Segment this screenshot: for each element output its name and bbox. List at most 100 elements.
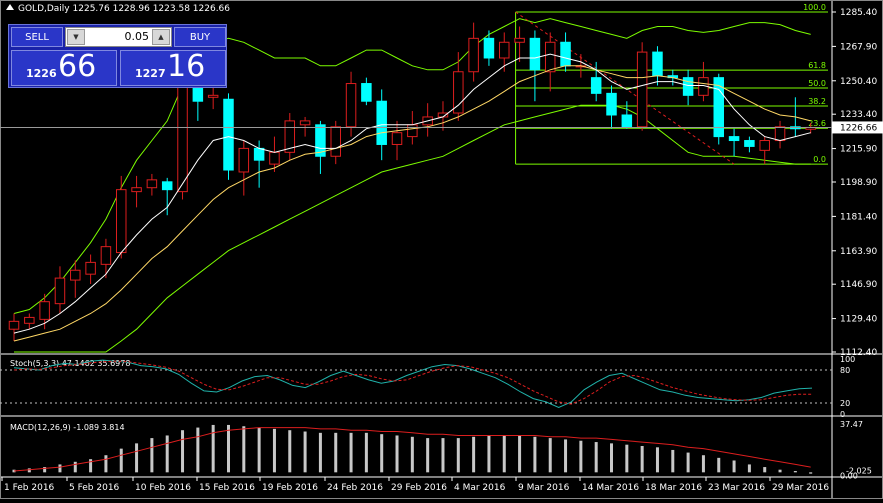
sell-price[interactable]: 1226 66 — [11, 49, 117, 86]
price-tick-label: 1267.90 — [840, 42, 877, 52]
lot-decrease-icon[interactable]: ▼ — [67, 29, 85, 45]
price-tick-label: 1163.90 — [840, 247, 877, 257]
price-tick-label: 1198.90 — [840, 178, 877, 188]
candle-body — [345, 83, 357, 128]
time-tick-label: 14 Mar 2016 — [582, 483, 639, 493]
candle-body — [70, 269, 81, 281]
fib-level-label: 38.2 — [808, 97, 826, 106]
candle-body — [54, 277, 66, 305]
fib-level-label: 61.8 — [808, 61, 826, 70]
time-tick-label: 9 Mar 2016 — [518, 483, 570, 493]
buy-price[interactable]: 1227 16 — [120, 49, 226, 86]
macd-axis-label: 37.47 — [840, 420, 863, 429]
candle-body — [376, 100, 387, 145]
fib-level-label: 100.0 — [803, 3, 826, 12]
candle-body — [499, 41, 510, 59]
candle-body — [529, 37, 541, 71]
price-tick-label: 1285.40 — [840, 8, 877, 18]
price-tick-label: 1112.40 — [840, 348, 877, 358]
candle-body — [407, 124, 418, 138]
macd-axis-label: 0.00 — [840, 471, 858, 480]
price-tick-label: 1250.40 — [840, 77, 877, 87]
candle-body — [606, 92, 617, 116]
buy-price-pips: 16 — [167, 49, 206, 84]
lot-size-field[interactable]: ▼ 0.05 ▲ — [65, 27, 172, 47]
candle-body — [223, 98, 234, 171]
current-price-label: 1226.66 — [840, 123, 877, 133]
ohlc-close: 1226.66 — [192, 4, 231, 14]
bollinger-upper-line — [13, 18, 811, 314]
fib-level-label: 0.0 — [813, 155, 826, 164]
candle-body — [269, 151, 280, 165]
candle-body — [713, 77, 725, 138]
bollinger-lower-line — [14, 104, 811, 353]
ohlc-open: 1225.76 — [72, 4, 110, 14]
moving-average-slow — [13, 65, 811, 342]
candle-body — [621, 114, 633, 128]
candle-body — [330, 126, 341, 157]
sell-price-pips: 66 — [58, 49, 97, 84]
price-tick-label: 1181.40 — [840, 212, 877, 222]
stoch-signal-line — [13, 360, 812, 405]
chart-title: GOLD,Daily 1225.76 1228.96 1223.58 1226.… — [6, 4, 230, 14]
symbol-timeframe: GOLD,Daily — [18, 4, 70, 14]
time-tick-label: 1 Feb 2016 — [4, 483, 55, 493]
candle-body — [744, 140, 755, 147]
price-tick-label: 1146.90 — [840, 280, 877, 290]
candle-body — [774, 126, 786, 142]
candle-body — [131, 187, 142, 193]
candle-body — [759, 140, 770, 151]
candle-body — [728, 136, 740, 142]
candle-body — [514, 37, 525, 43]
candle-body — [636, 51, 648, 128]
stoch-main-line — [13, 359, 813, 408]
macd-axis-sublabel: -2.025 — [846, 466, 872, 475]
candle-body — [315, 124, 326, 157]
stoch-axis-label: 20 — [840, 399, 850, 408]
lot-size-value[interactable]: 0.05 — [124, 30, 150, 43]
price-tick-label: 1233.40 — [840, 110, 877, 120]
time-tick-label: 4 Mar 2016 — [454, 483, 506, 493]
candle-body — [560, 41, 571, 67]
stoch-axis-label: 100 — [840, 355, 855, 364]
stoch-axis-label: 80 — [840, 366, 850, 375]
time-tick-label: 29 Mar 2016 — [772, 483, 829, 493]
candle-body — [146, 179, 158, 189]
time-tick-label: 29 Feb 2016 — [391, 483, 447, 493]
candle-body — [238, 147, 250, 173]
current-price-tag — [832, 121, 883, 134]
time-tick-label: 10 Feb 2016 — [135, 483, 191, 493]
candle-body — [177, 85, 188, 193]
time-tick-label: 18 Mar 2016 — [645, 483, 702, 493]
candle-body — [24, 316, 35, 324]
candle-body — [652, 51, 663, 77]
candle-body — [161, 181, 173, 191]
moving-average-fast — [13, 53, 811, 334]
candle-body — [453, 71, 464, 114]
price-tick-label: 1129.40 — [840, 315, 877, 325]
fib-level-label: 23.6 — [808, 119, 826, 128]
stoch-axis-label: 0 — [840, 410, 845, 419]
ohlc-low: 1223.58 — [152, 4, 190, 14]
buy-price-prefix: 1227 — [135, 67, 166, 80]
time-tick-label: 23 Mar 2016 — [708, 483, 765, 493]
sell-button[interactable]: SELL — [11, 27, 63, 47]
candle-body — [8, 320, 20, 330]
ohlc-high: 1228.96 — [112, 4, 150, 14]
macd-title: MACD(12,26,9) -1.089 3.814 — [10, 423, 125, 432]
fib-level-label: 50.0 — [808, 79, 826, 88]
lot-increase-icon[interactable]: ▲ — [152, 29, 170, 45]
time-tick-label: 5 Feb 2016 — [69, 483, 120, 493]
candle-body — [207, 94, 219, 98]
buy-button[interactable]: BUY — [174, 27, 226, 47]
candle-body — [468, 37, 479, 73]
time-tick-label: 24 Feb 2016 — [327, 483, 383, 493]
candle-body — [85, 261, 96, 275]
candle-body — [682, 77, 694, 96]
macd-signal-line — [13, 427, 811, 472]
candle-body — [391, 132, 403, 145]
collapse-triangle-icon[interactable] — [6, 4, 14, 10]
candle-body — [284, 120, 296, 153]
price-tick-label: 1215.90 — [840, 145, 877, 155]
